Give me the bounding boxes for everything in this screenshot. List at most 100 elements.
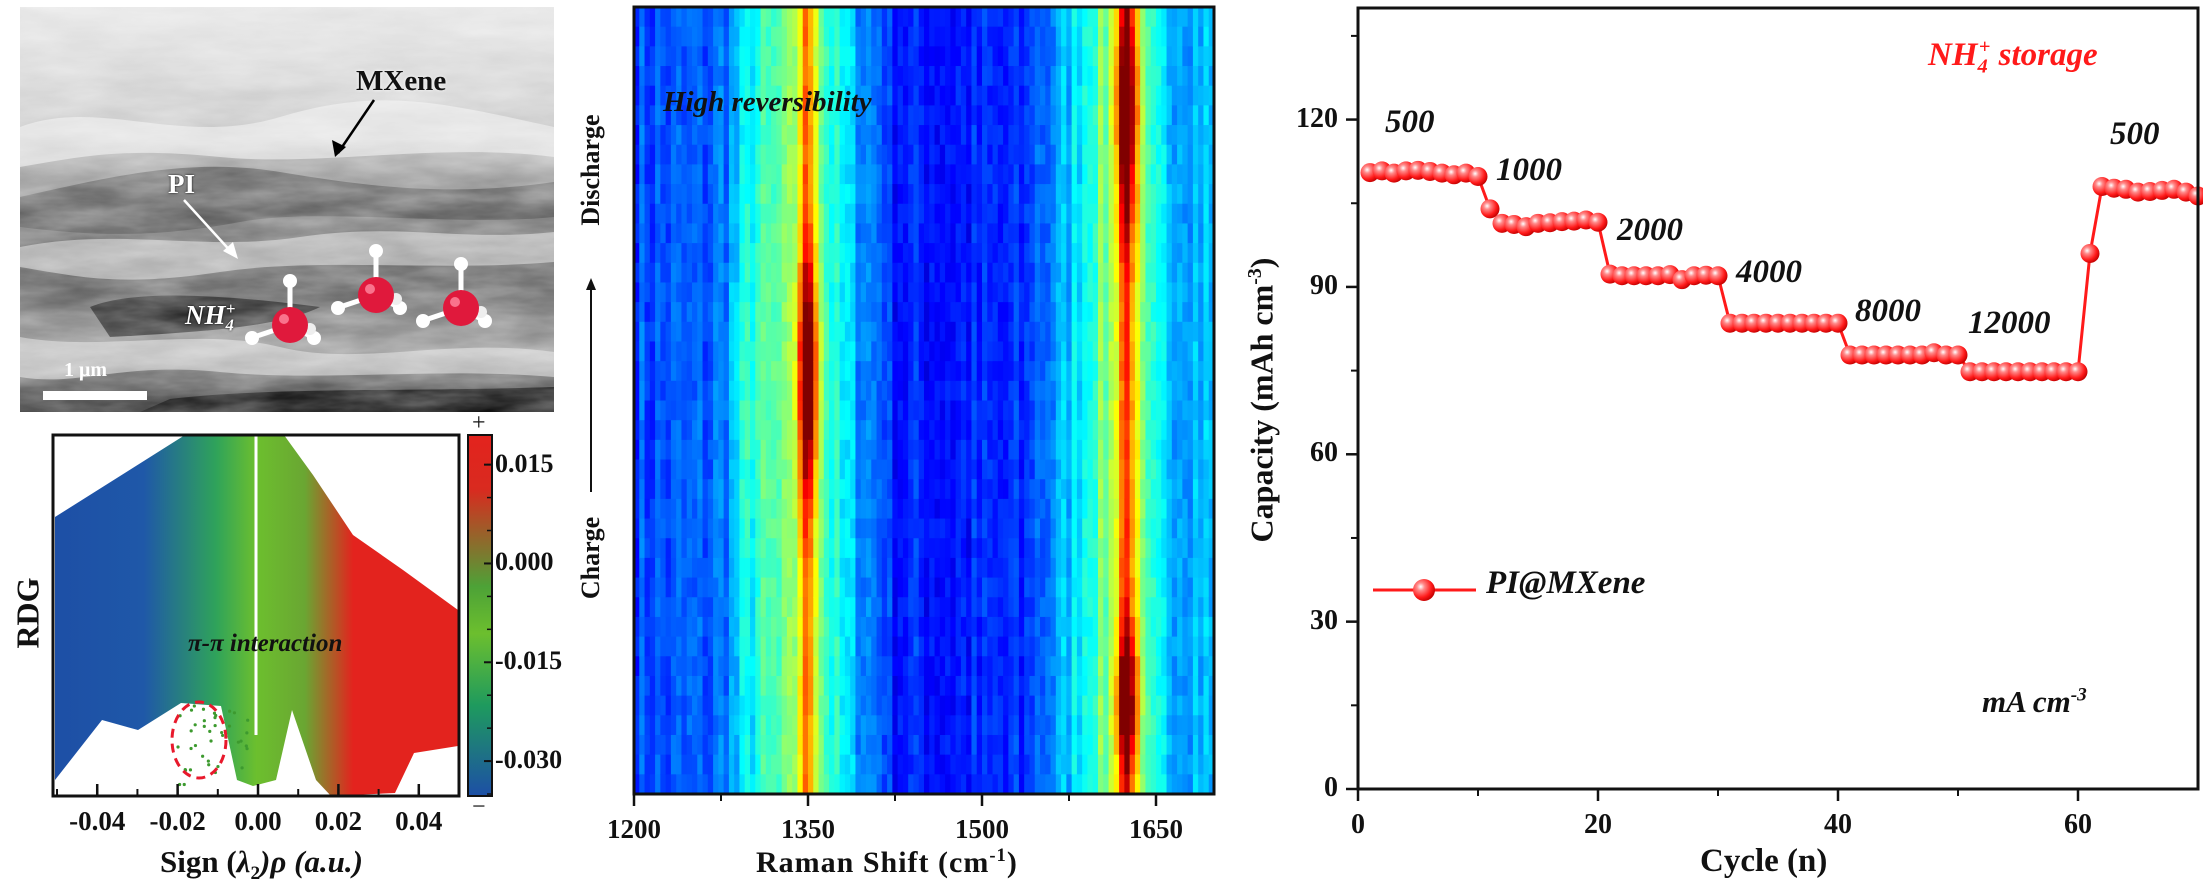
heatmap-cell: [1208, 380, 1215, 402]
heatmap-cell: [734, 26, 741, 47]
heatmap-cell: [676, 361, 683, 382]
heatmap-cell: [902, 636, 909, 657]
heatmap-cell: [1156, 7, 1162, 28]
heatmap-cell: [1092, 557, 1099, 579]
heatmap-cell: [665, 243, 672, 264]
heatmap-cell: [808, 321, 814, 343]
heatmap-cell: [876, 597, 883, 618]
heatmap-cell: [686, 538, 693, 559]
heatmap-cell: [950, 125, 957, 146]
heatmap-cell: [1177, 754, 1183, 775]
heatmap-cell: [792, 439, 799, 461]
heatmap-cell: [1029, 223, 1036, 244]
heatmap-cell: [950, 597, 957, 618]
heatmap-cell: [1182, 282, 1189, 303]
heatmap-cell: [829, 223, 835, 244]
heatmap-cell: [1150, 774, 1157, 795]
heatmap-cell: [976, 341, 983, 362]
heatmap-cell: [924, 518, 930, 539]
heatmap-cell: [665, 616, 672, 638]
heatmap-cell: [1134, 597, 1141, 618]
heatmap-cell: [1082, 479, 1089, 500]
heatmap-cell: [681, 715, 688, 736]
heatmap-cell: [902, 341, 909, 362]
heatmap-cell: [855, 479, 862, 500]
heatmap-cell: [1076, 341, 1083, 362]
heatmap-cell: [855, 557, 862, 579]
heatmap-cell: [887, 26, 893, 47]
heatmap-cell: [1177, 459, 1183, 480]
heatmap-cell: [1098, 223, 1104, 244]
heatmap-cell: [860, 616, 867, 638]
heatmap-cell: [908, 164, 915, 185]
heatmap-cell: [765, 656, 772, 677]
heatmap-cell: [844, 105, 851, 126]
heatmap-cell: [866, 439, 872, 461]
heatmap-cell: [992, 616, 999, 638]
heatmap-cell: [829, 105, 835, 126]
heatmap-cell: [728, 577, 735, 598]
heatmap-cell: [908, 439, 915, 461]
heatmap-cell: [813, 282, 820, 303]
heatmap-cell: [750, 125, 756, 146]
heatmap-cell: [1182, 518, 1189, 539]
heatmap-cell: [834, 341, 841, 362]
heatmap-cell: [1119, 66, 1125, 87]
heatmap-cell: [818, 203, 825, 225]
heatmap-cell: [860, 636, 867, 657]
heatmap-cell: [760, 459, 767, 480]
heatmap-cell: [808, 597, 814, 618]
heatmap-cell: [734, 400, 741, 421]
heatmap-cell: [1040, 557, 1046, 579]
heatmap-cell: [1161, 459, 1168, 480]
heatmap-cell: [808, 184, 814, 205]
heatmap-cell: [1034, 203, 1041, 225]
heatmap-cell: [950, 7, 957, 28]
heatmap-cell: [750, 46, 756, 67]
heatmap-cell: [665, 557, 672, 579]
heatmap-cell: [1082, 597, 1089, 618]
heatmap-cell: [1066, 282, 1073, 303]
heatmap-cell: [945, 656, 951, 677]
heatmap-cell: [1008, 754, 1015, 775]
heatmap-cell: [1055, 479, 1062, 500]
heatmap-cell: [876, 321, 883, 343]
heatmap-cell: [913, 243, 920, 264]
heatmap-cell: [1124, 498, 1131, 520]
heatmap-cell: [1182, 203, 1189, 225]
heatmap-cell: [1171, 203, 1178, 225]
heatmap-cell: [902, 557, 909, 579]
heatmap-cell: [639, 675, 646, 697]
heatmap-cell: [692, 734, 698, 756]
heatmap-cell: [1018, 243, 1025, 264]
heatmap-cell: [945, 479, 951, 500]
heatmap-cell: [1198, 400, 1205, 421]
heatmap-cell: [918, 459, 925, 480]
heatmap-cell: [987, 774, 994, 795]
heatmap-cell: [813, 538, 820, 559]
heatmap-cell: [976, 321, 983, 343]
heatmap-cell: [850, 420, 857, 441]
heatmap-cell: [1150, 754, 1157, 775]
heatmap-cell: [1182, 105, 1189, 126]
heatmap-cell: [976, 302, 983, 323]
heatmap-cell: [1029, 203, 1036, 225]
heatmap-cell: [660, 184, 667, 205]
heatmap-cell: [939, 184, 946, 205]
heatmap-cell: [823, 616, 830, 638]
heatmap-cell: [1003, 498, 1009, 520]
heatmap-cell: [823, 695, 830, 716]
heatmap-cell: [750, 302, 756, 323]
heatmap-cell: [844, 321, 851, 343]
heatmap-cell: [697, 695, 704, 716]
heatmap-cell: [649, 774, 656, 795]
heatmap-cell: [739, 66, 746, 87]
heatmap-cell: [713, 66, 719, 87]
heatmap-cell: [744, 518, 751, 539]
heatmap-cell: [1013, 597, 1020, 618]
heatmap-cell: [1129, 282, 1136, 303]
heatmap-cell: [655, 105, 661, 126]
heatmap-cell: [866, 715, 872, 736]
heatmap-cell: [866, 734, 872, 756]
heatmap-cell: [728, 341, 735, 362]
